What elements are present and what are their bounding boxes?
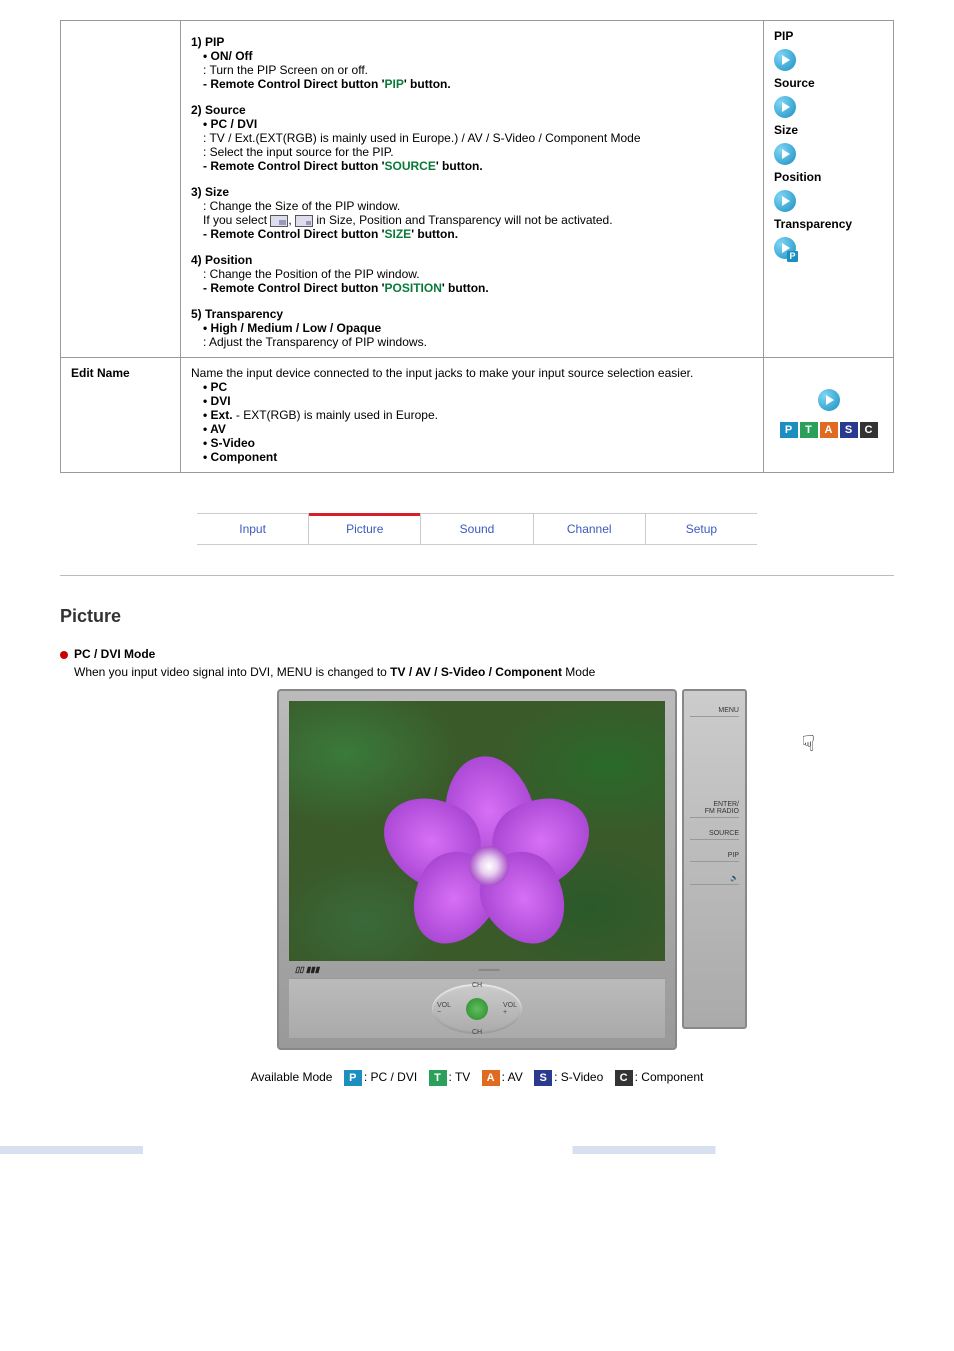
pip-5-desc: : Adjust the Transparency of PIP windows… [203,335,753,349]
pip-1-bullet: • ON/ Off [203,49,753,63]
pip-3-title: 3) Size [191,185,753,199]
edit-desc: Name the input device connected to the i… [191,366,753,380]
badge-t: T [800,422,818,438]
edit-b1: • PC [203,380,753,394]
badge-p: P [344,1070,362,1086]
pip-2-bullet: • PC / DVI [203,117,753,131]
pip-5-title: 5) Transparency [191,307,753,321]
mode-row: PC / DVI Mode [60,647,894,661]
edit-b2: • DVI [203,394,753,408]
mode-desc: When you input video signal into DVI, ME… [74,665,894,679]
play-icon [774,190,796,212]
badge-p: P [780,422,798,438]
monitor-illustration: ▯▯ ▮▮▮ ▬▬▬ CH CH VOL − VOL + MENU ☟ ENTE… [60,689,894,1050]
side-menu: MENU [690,707,739,717]
pip-row-label [61,21,181,358]
pip-content: 1) PIP • ON/ Off : Turn the PIP Screen o… [181,21,764,358]
pip-3-desc2: If you select , in Size, Position and Tr… [203,213,753,227]
dpad: CH CH VOL − VOL + [432,984,522,1034]
monitor-screen [289,701,665,961]
mode-title: PC / DVI Mode [74,647,155,661]
rt-transparency-label: Transparency [774,217,883,231]
badge-s: S [840,422,858,438]
edit-name-label: Edit Name [61,358,181,473]
pip-2-title: 2) Source [191,103,753,117]
side-speaker: 🔊 [690,874,739,885]
badge-a: A [820,422,838,438]
pip-4-remote: - Remote Control Direct button 'POSITION… [203,281,753,295]
tab-sound[interactable]: Sound [421,514,533,544]
edit-b3: • Ext. - EXT(RGB) is mainly used in Euro… [203,408,753,422]
available-mode-row: Available Mode P: PC / DVI T: TV A: AV S… [60,1070,894,1086]
side-panel: MENU ☟ ENTER/ FM RADIO SOURCE PIP 🔊 [682,689,747,1029]
play-icon [774,143,796,165]
rt-size-label: Size [774,123,883,137]
rt-source-label: Source [774,76,883,90]
vol-plus: VOL + [503,1002,517,1016]
tab-input[interactable]: Input [197,514,309,544]
rt-position-label: Position [774,170,883,184]
side-pip: PIP [690,852,739,862]
control-panel: CH CH VOL − VOL + [289,978,665,1038]
play-icon [774,96,796,118]
side-source: SOURCE [690,830,739,840]
pip-1-desc: : Turn the PIP Screen on or off. [203,63,753,77]
power-button [466,998,488,1020]
badge-row: P T A S C [774,422,883,438]
play-icon [818,389,840,411]
avail-label: Available Mode [251,1070,333,1084]
pip-2-desc2: : Select the input source for the PIP. [203,145,753,159]
badge-s: S [534,1070,552,1086]
pip-1-remote: - Remote Control Direct button 'PIP' but… [203,77,753,91]
pip-2-remote: - Remote Control Direct button 'SOURCE' … [203,159,753,173]
edit-b5: • S-Video [203,436,753,450]
edit-b4: • AV [203,422,753,436]
pip-table: 1) PIP • ON/ Off : Turn the PIP Screen o… [60,20,894,473]
size-icon-tiny [295,215,313,227]
pip-1-title: 1) PIP [191,35,753,49]
ch-down: CH [472,1029,482,1036]
edit-name-content: Name the input device connected to the i… [181,358,764,473]
vol-minus: VOL − [437,1002,451,1016]
logo-bar: ▯▯ ▮▮▮ ▬▬▬ [289,961,665,978]
edit-b6: • Component [203,450,753,464]
pip-3-desc1: : Change the Size of the PIP window. [203,199,753,213]
pip-2-desc1: : TV / Ext.(EXT(RGB) is mainly used in E… [203,131,753,145]
badge-c: C [615,1070,633,1086]
play-icon [774,49,796,71]
tab-channel[interactable]: Channel [534,514,646,544]
side-enter: ENTER/ FM RADIO [690,801,739,818]
separator [60,575,894,576]
edit-icons-col: P T A S C [764,358,894,473]
pip-4-title: 4) Position [191,253,753,267]
pip-4-desc: : Change the Position of the PIP window. [203,267,753,281]
monitor: ▯▯ ▮▮▮ ▬▬▬ CH CH VOL − VOL + [277,689,677,1050]
pip-3-remote: - Remote Control Direct button 'SIZE' bu… [203,227,753,241]
pip-5-bullet: • High / Medium / Low / Opaque [203,321,753,335]
picture-heading: Picture [60,606,894,627]
pip-icons-col: PIP Source Size Position Transparency [764,21,894,358]
badge-c: C [860,422,878,438]
badge-a: A [482,1070,500,1086]
badge-t: T [429,1070,447,1086]
nav-tabs: Input Picture Sound Channel Setup [197,513,757,545]
ch-up: CH [472,982,482,989]
rt-pip-label: PIP [774,29,883,43]
size-icon-small [270,215,288,227]
hand-icon: ☟ [802,731,815,757]
tab-picture[interactable]: Picture [309,514,421,544]
bullet-icon [60,651,68,659]
tab-setup[interactable]: Setup [646,514,757,544]
footer-decoration [0,1146,954,1154]
play-icon-p [774,237,796,259]
